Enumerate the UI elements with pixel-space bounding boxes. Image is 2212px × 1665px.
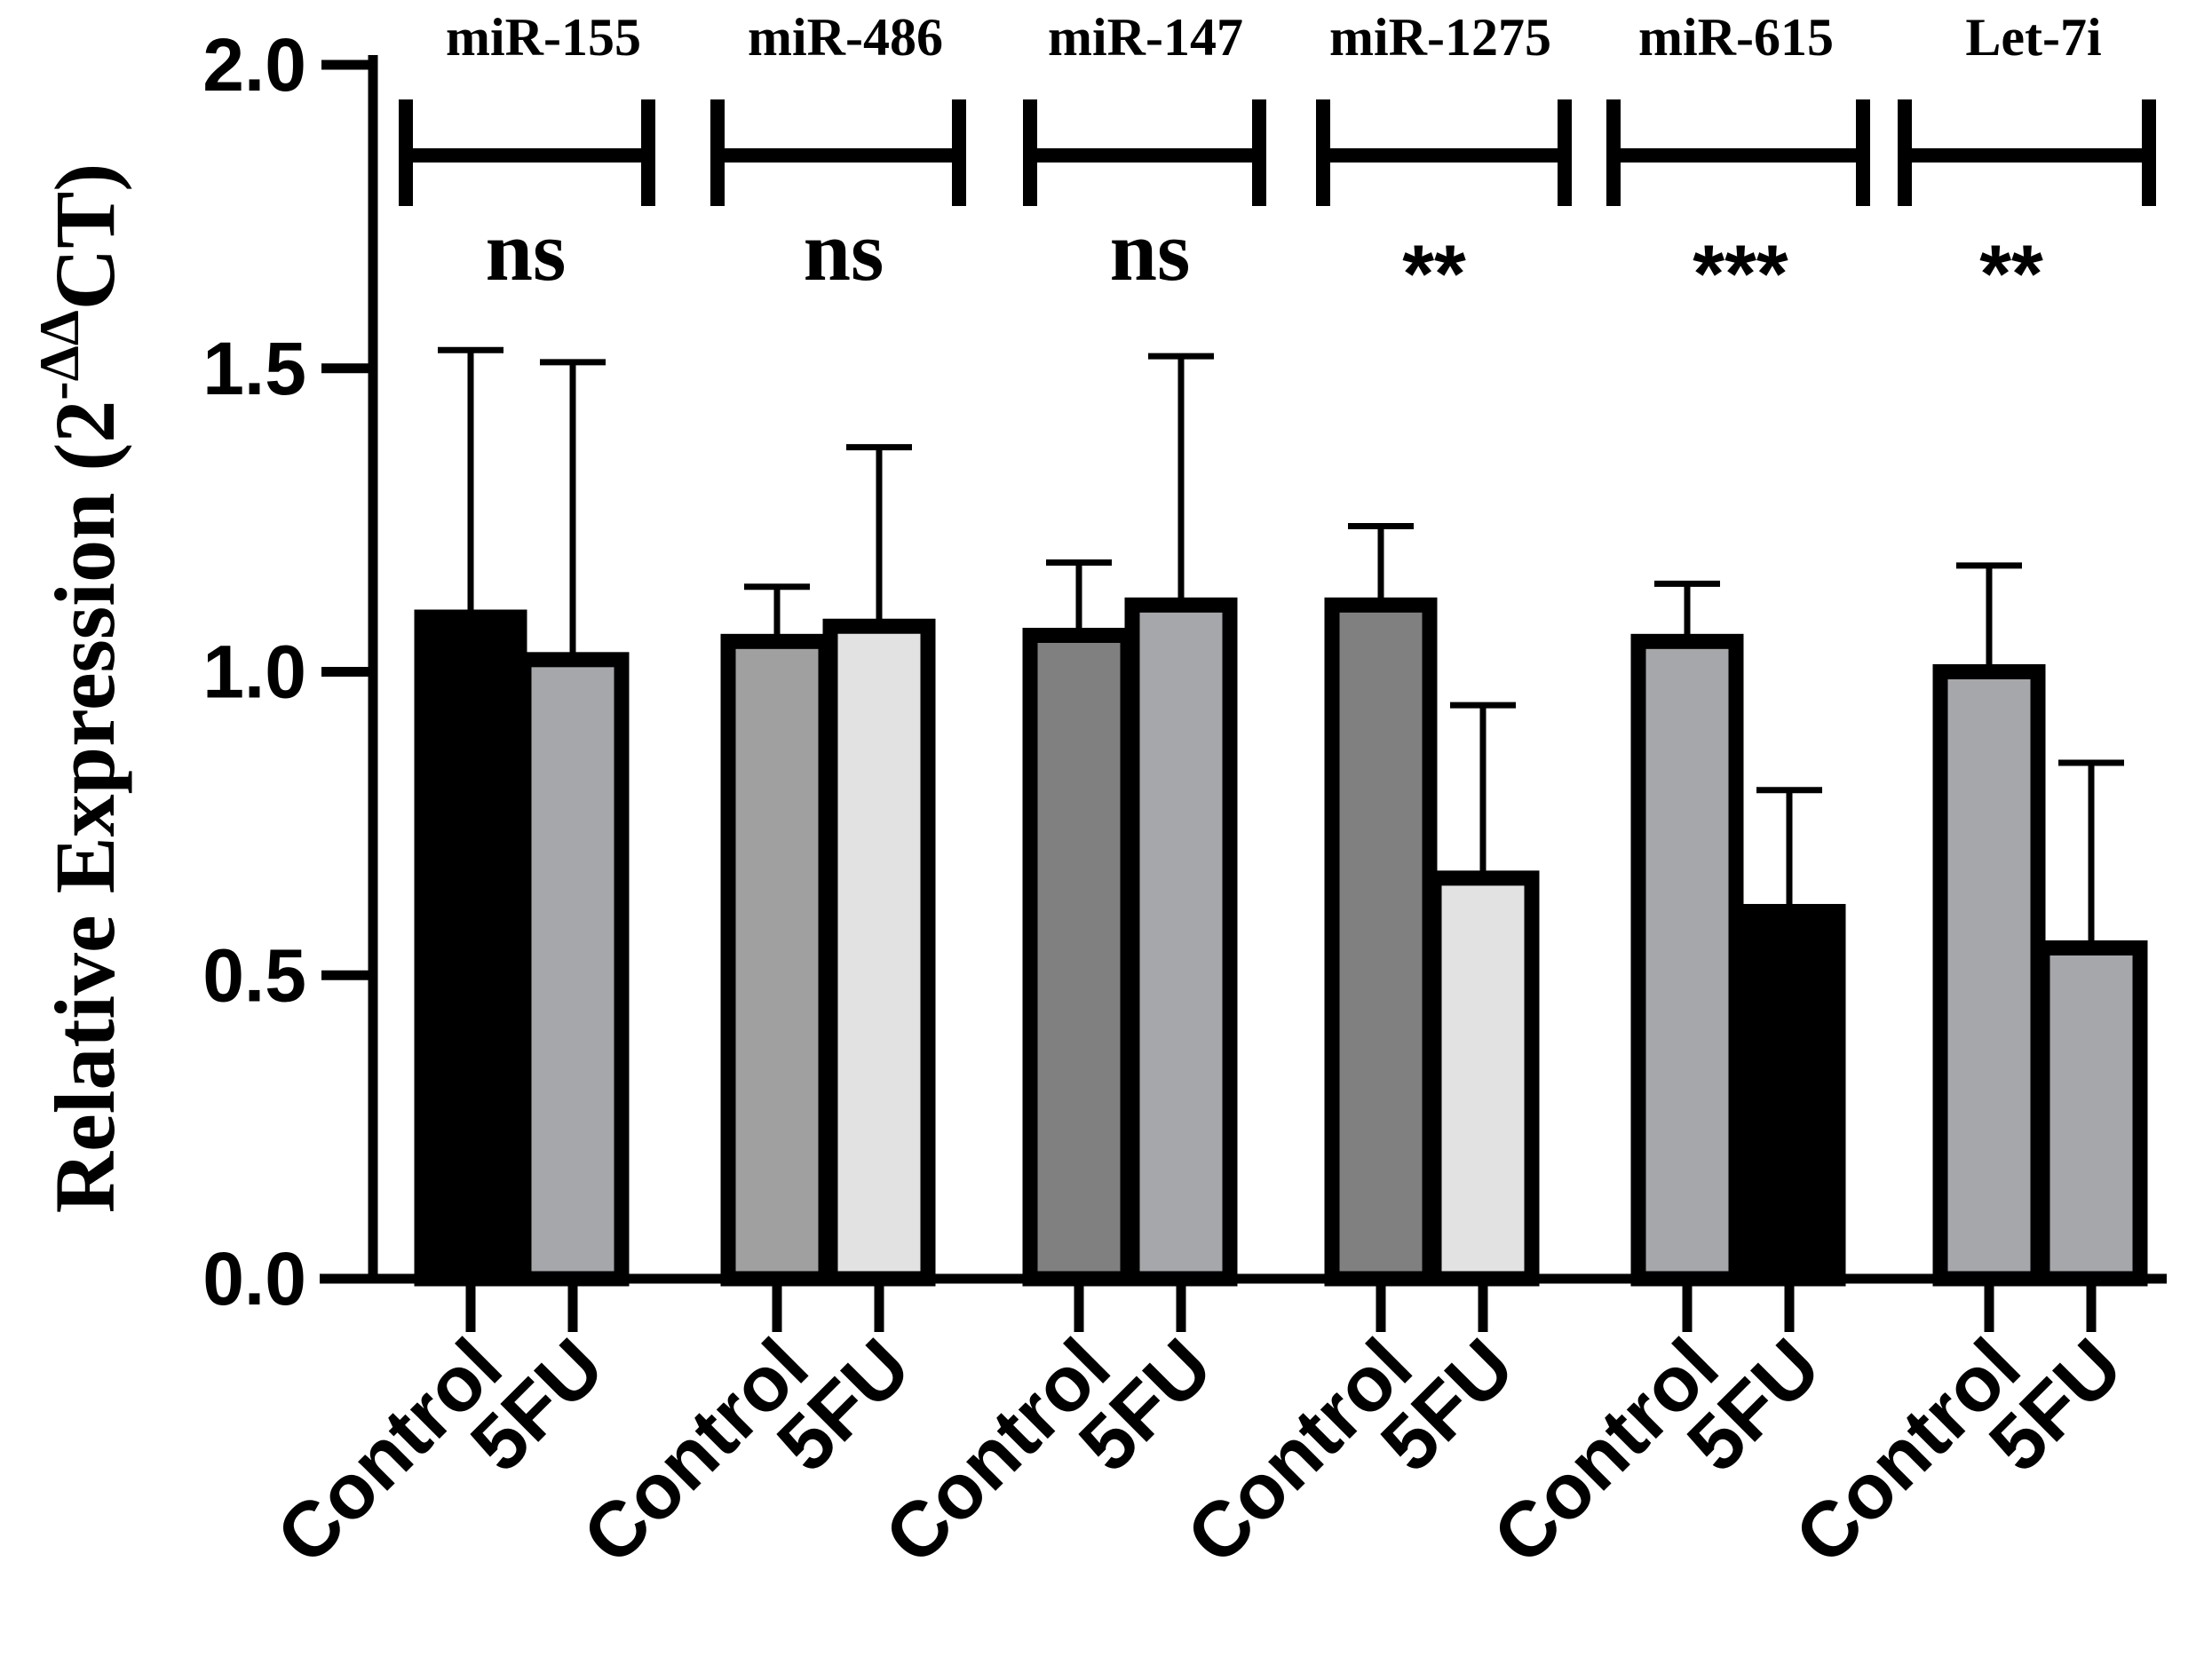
group-label-miR-486: miR-486: [748, 8, 943, 67]
y-axis-label-layer: Relative Expression (2-ΔΔCT): [28, 163, 132, 1213]
group-label-miR-1275: miR-1275: [1329, 8, 1551, 67]
significance-label-miR-1275: **: [1402, 229, 1466, 320]
y-tick-label: 1.5: [202, 327, 306, 410]
error-bars-layer: [438, 346, 2124, 948]
bar-miR-147-Control: [1022, 627, 1136, 1287]
bar-miR-147-5FU: [1124, 597, 1238, 1287]
group-label-miR-155: miR-155: [446, 8, 641, 67]
significance-label-miR-147: ns: [1110, 203, 1191, 298]
significance-brackets-layer: miR-155 ns miR-486 ns miR-147 ns miR-1275 ** miR…: [399, 8, 2156, 320]
y-ticks-layer: 0.0 0.5 1.0 1.5 2.0: [202, 23, 373, 1320]
significance-label-Let-7i: **: [1979, 229, 2043, 320]
x-ticks-layer: Control5FUControl5FUControl5FUControl5FU…: [259, 1279, 2138, 1581]
y-tick-label: 1.0: [202, 630, 306, 714]
y-tick-label: 0.0: [202, 1237, 306, 1320]
y-axis-label-superscript: -ΔΔ: [28, 310, 91, 400]
bar-miR-615-Control: [1630, 633, 1744, 1287]
bar-miR-1275-5FU: [1426, 870, 1540, 1287]
bar-miR-155-5FU: [516, 652, 630, 1287]
bar-miR-155-Control: [414, 609, 527, 1287]
y-tick-label: 2.0: [202, 23, 306, 107]
group-label-Let-7i: Let-7i: [1965, 8, 2101, 67]
y-axis-label: Relative Expression (2-ΔΔCT): [28, 163, 132, 1213]
y-axis-label-end: CT): [37, 163, 132, 310]
significance-label-miR-486: ns: [804, 203, 884, 298]
bar-miR-615-5FU: [1732, 903, 1846, 1287]
significance-label-miR-615: ***: [1693, 229, 1788, 320]
group-label-miR-615: miR-615: [1638, 8, 1834, 67]
bar-miR-1275-Control: [1324, 597, 1438, 1287]
bar-miR-486-5FU: [822, 618, 936, 1287]
bar-Let-7i-Control: [1932, 664, 2046, 1287]
significance-label-miR-155: ns: [486, 203, 567, 298]
bar-miR-486-Control: [720, 633, 834, 1287]
y-axis-label-main: Relative Expression (2: [37, 400, 132, 1214]
bar-Let-7i-5FU: [2034, 940, 2148, 1287]
bars-layer: [414, 597, 2148, 1287]
group-label-miR-147: miR-147: [1048, 8, 1243, 67]
y-tick-label: 0.5: [202, 933, 306, 1017]
